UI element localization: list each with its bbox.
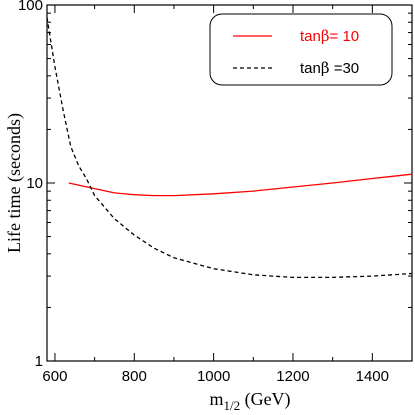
- legend-box: [209, 13, 393, 86]
- y-axis: 1 10 100: [18, 0, 412, 370]
- series-layer: [46, 17, 413, 279]
- legend-label-tanb10: tanβ= 10: [300, 27, 359, 45]
- y-axis-label: Life time (seconds): [4, 113, 25, 253]
- x-tick-label: 1200: [276, 368, 309, 385]
- x-tick-label: 800: [122, 368, 147, 385]
- y-tick-label: 100: [18, 0, 43, 14]
- x-tick-label: 1400: [356, 368, 389, 385]
- x-axis: 600 800 1000 1200 1400: [42, 5, 413, 385]
- y-tick-label: 1: [35, 353, 43, 370]
- y-tick-label: 10: [26, 175, 43, 192]
- series-line-tanb10: [68, 173, 413, 197]
- legend: tanβ= 10 tanβ =30: [209, 13, 393, 86]
- legend-label-tanb30: tanβ =30: [300, 59, 359, 77]
- x-tick-label: 600: [42, 368, 67, 385]
- x-axis-label: m1/2 (GeV): [209, 389, 290, 413]
- x-tick-label: 1000: [197, 368, 230, 385]
- series-line-tanb30: [46, 17, 413, 279]
